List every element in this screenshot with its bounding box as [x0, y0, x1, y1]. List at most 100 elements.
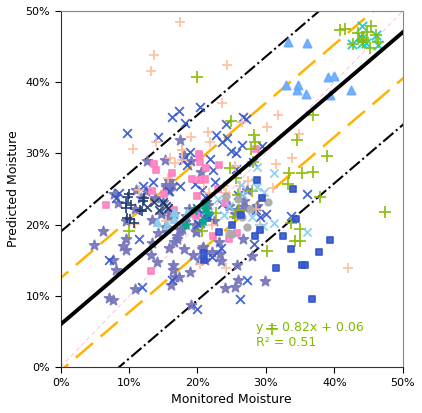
- Point: [257, 222, 264, 228]
- Point: [252, 206, 259, 213]
- Point: [192, 213, 199, 220]
- Point: [139, 284, 146, 290]
- Point: [126, 190, 133, 197]
- Point: [263, 210, 270, 217]
- Point: [193, 228, 200, 235]
- Point: [358, 35, 365, 41]
- Point: [241, 197, 248, 204]
- Point: [359, 35, 366, 42]
- Point: [239, 142, 246, 148]
- Point: [237, 181, 244, 188]
- Point: [375, 42, 381, 48]
- Point: [138, 208, 145, 214]
- Point: [194, 193, 200, 199]
- Point: [259, 143, 265, 150]
- Point: [259, 195, 266, 202]
- Point: [166, 178, 173, 184]
- Point: [264, 124, 271, 131]
- Point: [251, 139, 258, 145]
- Point: [251, 131, 257, 138]
- Point: [355, 30, 362, 37]
- Point: [360, 36, 367, 43]
- Text: y = 0.82x + 0.06
R² = 0.51: y = 0.82x + 0.06 R² = 0.51: [256, 321, 363, 349]
- Point: [183, 162, 190, 169]
- Point: [253, 164, 260, 170]
- Point: [251, 241, 258, 248]
- Point: [198, 228, 205, 235]
- Point: [247, 146, 254, 152]
- Point: [241, 203, 247, 210]
- Point: [242, 116, 249, 122]
- Point: [303, 40, 310, 46]
- Point: [237, 296, 244, 302]
- Point: [219, 201, 225, 207]
- Point: [299, 170, 306, 176]
- Point: [133, 187, 139, 193]
- Point: [201, 200, 208, 206]
- Point: [166, 187, 173, 194]
- Point: [163, 202, 170, 209]
- Point: [208, 249, 215, 256]
- Point: [239, 192, 246, 198]
- Point: [138, 195, 144, 202]
- Point: [147, 251, 154, 258]
- Point: [253, 203, 260, 209]
- Point: [150, 179, 157, 185]
- Point: [170, 216, 177, 222]
- Point: [292, 238, 299, 244]
- Point: [197, 159, 204, 165]
- Point: [143, 158, 150, 164]
- Point: [239, 214, 246, 220]
- Point: [210, 167, 217, 173]
- Point: [264, 247, 271, 254]
- Point: [125, 194, 132, 200]
- Point: [165, 204, 171, 211]
- Point: [192, 181, 199, 188]
- Point: [132, 206, 138, 212]
- Point: [359, 39, 366, 46]
- Point: [222, 285, 229, 292]
- Point: [186, 205, 193, 212]
- Point: [233, 150, 240, 157]
- Point: [172, 273, 179, 280]
- Point: [233, 175, 239, 181]
- Point: [248, 214, 255, 220]
- Point: [381, 208, 388, 215]
- Point: [284, 38, 291, 45]
- Point: [179, 157, 186, 164]
- Point: [270, 220, 277, 226]
- Point: [167, 281, 174, 288]
- Point: [152, 194, 159, 201]
- Point: [198, 245, 205, 252]
- Point: [364, 28, 371, 35]
- Point: [91, 242, 97, 248]
- Point: [111, 191, 118, 197]
- Point: [171, 160, 178, 167]
- Point: [303, 191, 310, 198]
- Point: [229, 222, 236, 228]
- Point: [249, 188, 256, 195]
- Point: [238, 119, 245, 126]
- Point: [123, 235, 130, 242]
- Point: [151, 199, 157, 206]
- Point: [188, 134, 195, 140]
- Point: [195, 152, 202, 159]
- Point: [296, 131, 303, 137]
- Point: [265, 199, 271, 205]
- Point: [162, 217, 169, 224]
- Point: [170, 239, 177, 246]
- Point: [198, 187, 205, 194]
- Point: [362, 40, 369, 47]
- Point: [327, 91, 333, 98]
- Point: [179, 147, 185, 153]
- Point: [140, 195, 147, 202]
- Point: [123, 214, 130, 221]
- Point: [223, 264, 230, 271]
- Point: [164, 174, 171, 181]
- Point: [260, 223, 266, 230]
- Point: [204, 210, 211, 217]
- Point: [226, 235, 233, 242]
- Point: [139, 197, 146, 204]
- Point: [243, 187, 250, 194]
- Point: [153, 167, 160, 173]
